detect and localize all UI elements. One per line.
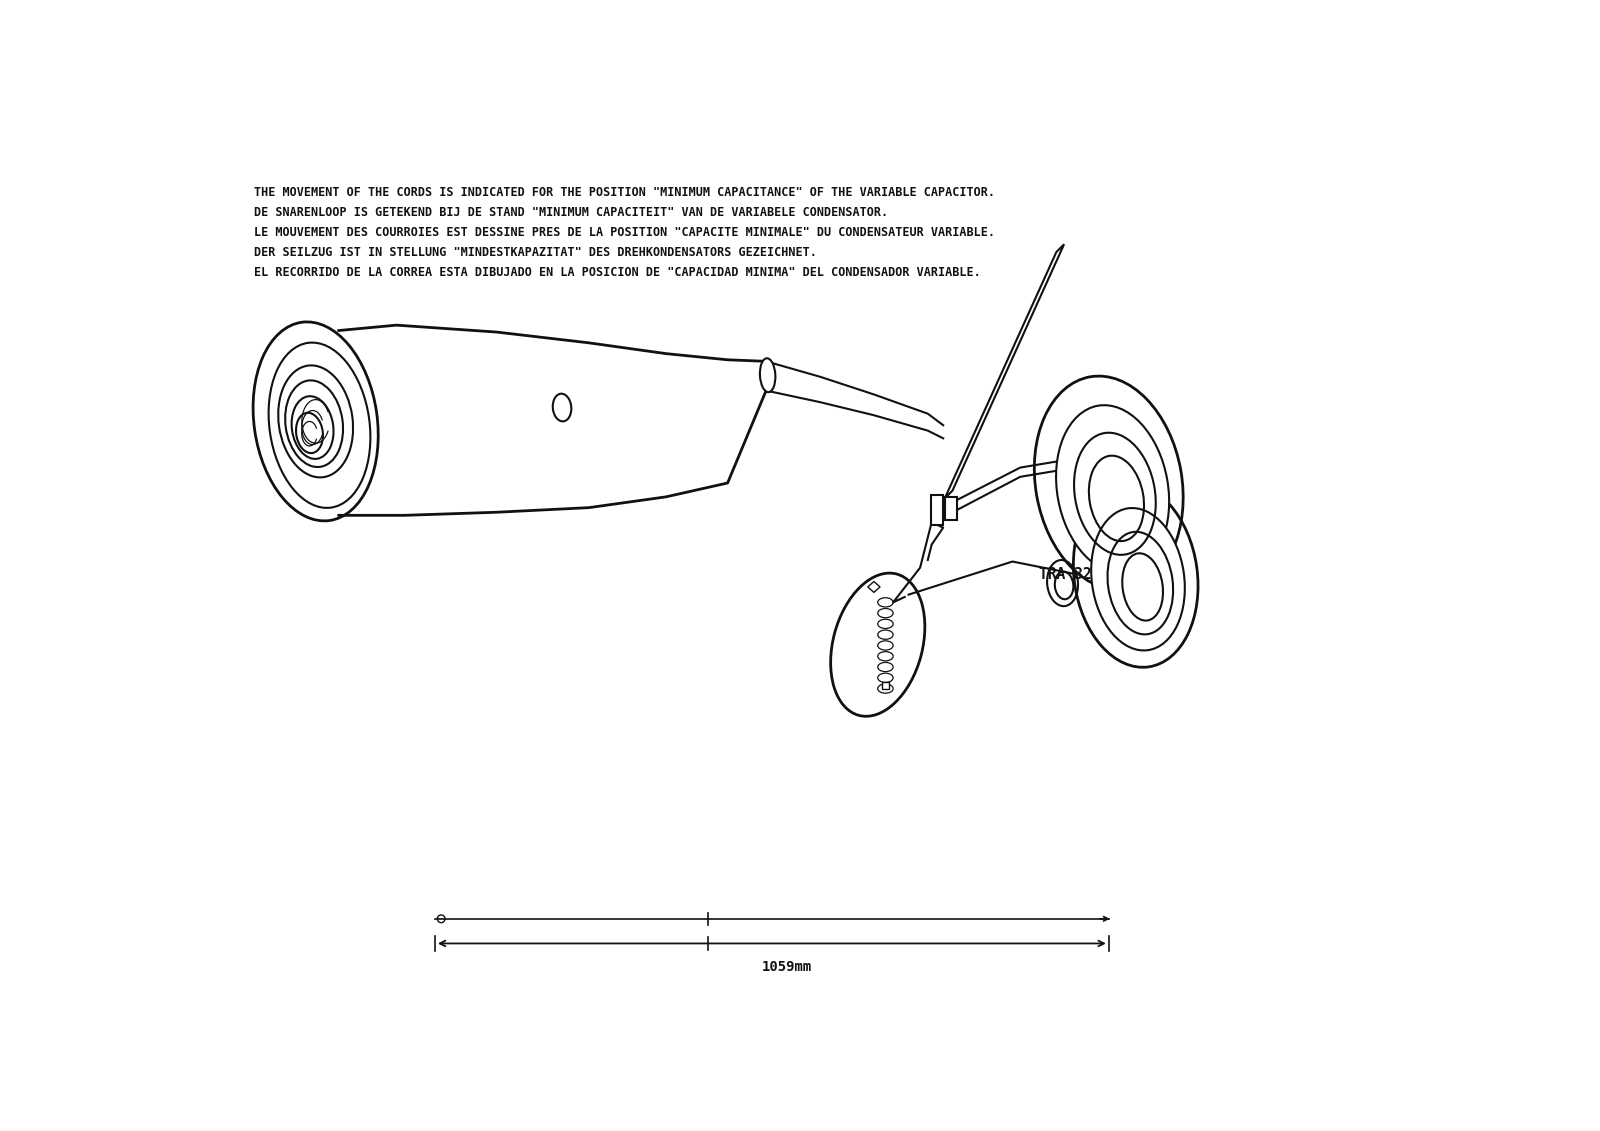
Ellipse shape bbox=[760, 359, 776, 392]
Ellipse shape bbox=[269, 343, 370, 508]
Bar bbox=[944, 497, 957, 520]
Text: TRA 3290: TRA 3290 bbox=[1040, 567, 1109, 582]
Ellipse shape bbox=[552, 394, 571, 422]
Ellipse shape bbox=[1091, 508, 1186, 650]
Text: EL RECORRIDO DE LA CORREA ESTA DIBUJADO EN LA POSICION DE "CAPACIDAD MINIMA" DEL: EL RECORRIDO DE LA CORREA ESTA DIBUJADO … bbox=[254, 266, 981, 279]
Text: 1059mm: 1059mm bbox=[762, 960, 813, 975]
Ellipse shape bbox=[1056, 405, 1170, 573]
Text: THE MOVEMENT OF THE CORDS IS INDICATED FOR THE POSITION "MINIMUM CAPACITANCE" OF: THE MOVEMENT OF THE CORDS IS INDICATED F… bbox=[254, 185, 995, 199]
Ellipse shape bbox=[830, 573, 925, 716]
Text: LE MOUVEMENT DES COURROIES EST DESSINE PRES DE LA POSITION "CAPACITE MINIMALE" D: LE MOUVEMENT DES COURROIES EST DESSINE P… bbox=[254, 226, 995, 239]
Polygon shape bbox=[944, 244, 1064, 499]
Ellipse shape bbox=[253, 322, 378, 521]
Bar bbox=[931, 494, 944, 525]
Text: DE SNARENLOOP IS GETEKEND BIJ DE STAND "MINIMUM CAPACITEIT" VAN DE VARIABELE CON: DE SNARENLOOP IS GETEKEND BIJ DE STAND "… bbox=[254, 206, 888, 218]
Bar bbox=[882, 682, 890, 690]
Polygon shape bbox=[867, 581, 880, 593]
Text: DER SEILZUG IST IN STELLUNG "MINDESTKAPAZITAT" DES DREHKONDENSATORS GEZEICHNET.: DER SEILZUG IST IN STELLUNG "MINDESTKAPA… bbox=[254, 245, 818, 259]
